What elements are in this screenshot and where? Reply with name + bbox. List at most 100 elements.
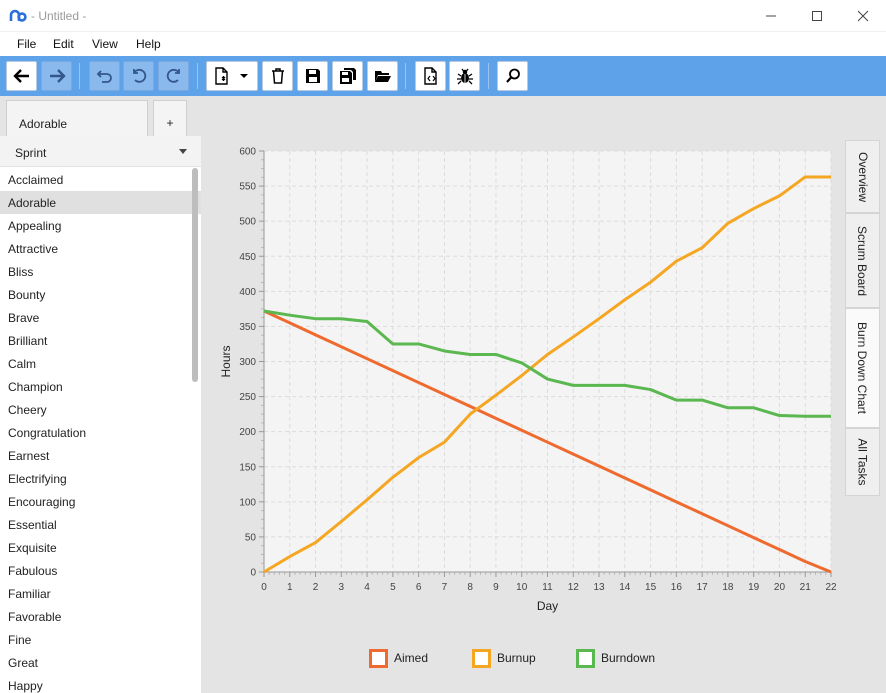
x-tick-label: 21 <box>800 582 812 593</box>
export-button[interactable] <box>415 61 446 91</box>
undo-button[interactable] <box>123 61 154 91</box>
delete-button[interactable] <box>262 61 293 91</box>
open-button[interactable] <box>367 61 398 91</box>
tab-burn-down-chart[interactable]: Burn Down Chart <box>845 308 880 428</box>
y-tick-label: 450 <box>239 252 256 263</box>
forward-button[interactable] <box>41 61 72 91</box>
y-tick-label: 50 <box>245 532 257 543</box>
list-item[interactable]: Fine <box>8 633 32 647</box>
undo-icon <box>96 70 112 83</box>
sprint-dropdown[interactable]: Sprint <box>0 136 201 167</box>
list-item[interactable]: Adorable <box>0 191 201 214</box>
toolbar <box>0 56 886 96</box>
list-item[interactable]: Fabulous <box>8 564 58 578</box>
close-button[interactable] <box>840 0 886 32</box>
bug-icon <box>456 68 473 85</box>
list-item[interactable]: Brilliant <box>8 334 48 348</box>
list-item[interactable]: Familiar <box>8 587 51 601</box>
list-item[interactable]: Congratulation <box>8 426 87 440</box>
maximize-icon <box>812 11 822 21</box>
tab-scrum-board[interactable]: Scrum Board <box>845 213 880 308</box>
menu-file[interactable]: File <box>17 37 37 51</box>
x-axis-label: Day <box>537 599 558 613</box>
list-item[interactable]: Calm <box>8 357 37 371</box>
chevron-down-icon <box>240 74 248 78</box>
list-item[interactable]: Great <box>8 656 39 670</box>
tab-burn-down-chart-label: Burn Down Chart <box>855 321 870 415</box>
toolbar-separator <box>405 63 406 89</box>
tab-scrum-board-label: Scrum Board <box>855 225 870 296</box>
x-tick-label: 6 <box>416 582 422 593</box>
burn-down-chart: 0 50 100 150 200 250 300 350 400 450 500 550 600 0 1 2 3… <box>201 136 844 693</box>
list-item[interactable]: Earnest <box>8 449 50 463</box>
x-tick-label: 3 <box>339 582 345 593</box>
x-tick-label: 8 <box>467 582 473 593</box>
x-tick-label: 10 <box>516 582 528 593</box>
floppy-multi-icon <box>339 68 356 84</box>
toolbar-separator <box>79 63 80 89</box>
redo-button[interactable] <box>158 61 189 91</box>
back-button[interactable] <box>6 61 37 91</box>
minimize-icon <box>766 15 776 17</box>
series-line-aimed <box>263 309 832 574</box>
x-tick-label: 20 <box>774 582 786 593</box>
menu-help[interactable]: Help <box>136 37 161 51</box>
maximize-button[interactable] <box>794 0 840 32</box>
main-content: Adorable + Sprint Acclaimed Adorable Appea… <box>0 96 886 693</box>
sprint-dropdown-label: Sprint <box>15 146 47 160</box>
menu-edit[interactable]: Edit <box>53 37 74 51</box>
sprint-list-scrollbar[interactable] <box>192 168 198 382</box>
save-button[interactable] <box>297 61 328 91</box>
x-tick-label: 17 <box>697 582 709 593</box>
toolbar-separator <box>488 63 489 89</box>
list-item[interactable]: Electrifying <box>8 472 67 486</box>
search-button[interactable] <box>497 61 528 91</box>
tab-adorable[interactable]: Adorable <box>6 100 148 136</box>
x-tick-label: 2 <box>313 582 319 593</box>
legend-swatch-aimed <box>369 648 388 668</box>
legend-item-burndown: Burndown <box>576 648 655 668</box>
tab-all-tasks-label: All Tasks <box>855 438 870 486</box>
redo-icon <box>166 68 180 83</box>
x-tick-label: 14 <box>619 582 631 593</box>
list-item[interactable]: Champion <box>8 380 63 394</box>
list-item[interactable]: Bounty <box>8 288 46 302</box>
x-tick-label: 18 <box>722 582 734 593</box>
list-item[interactable]: Brave <box>8 311 40 325</box>
list-item[interactable]: Bliss <box>8 265 34 279</box>
list-item[interactable]: Appealing <box>8 219 62 233</box>
legend-swatch-burndown <box>576 648 595 668</box>
list-item[interactable]: Encouraging <box>8 495 76 509</box>
x-tick-label: 19 <box>748 582 760 593</box>
debug-button[interactable] <box>449 61 480 91</box>
y-tick-label: 150 <box>239 462 256 473</box>
new-document-button[interactable] <box>206 61 258 91</box>
list-item[interactable]: Attractive <box>8 242 59 256</box>
list-item[interactable]: Cheery <box>8 403 47 417</box>
series-line-burnup <box>263 175 831 574</box>
sprint-list: Acclaimed Adorable Appealing Attractive Blis… <box>0 168 201 693</box>
legend-label-burndown: Burndown <box>601 651 656 665</box>
y-tick-label: 300 <box>239 357 256 368</box>
legend-item-burnup: Burnup <box>472 648 536 668</box>
list-item[interactable]: Exquisite <box>8 541 57 555</box>
y-tick-label: 100 <box>239 497 256 508</box>
menu-view[interactable]: View <box>92 37 118 51</box>
legend-label-aimed: Aimed <box>394 651 429 665</box>
list-item[interactable]: Acclaimed <box>8 173 64 187</box>
add-tab-button[interactable]: + <box>153 100 187 136</box>
list-item[interactable]: Happy <box>8 679 43 693</box>
new-document-icon <box>215 67 228 85</box>
search-icon <box>505 68 520 83</box>
close-icon <box>857 10 869 22</box>
tab-all-tasks[interactable]: All Tasks <box>845 428 880 496</box>
tab-overview[interactable]: Overview <box>845 140 880 213</box>
toolbar-separator <box>197 63 198 89</box>
list-item[interactable]: Favorable <box>8 610 62 624</box>
minimize-button[interactable] <box>748 0 794 32</box>
undo-history-button[interactable] <box>89 61 120 91</box>
x-tick-label: 9 <box>493 582 499 593</box>
x-tick-label: 15 <box>645 582 657 593</box>
list-item[interactable]: Essential <box>8 518 57 532</box>
save-all-button[interactable] <box>332 61 363 91</box>
